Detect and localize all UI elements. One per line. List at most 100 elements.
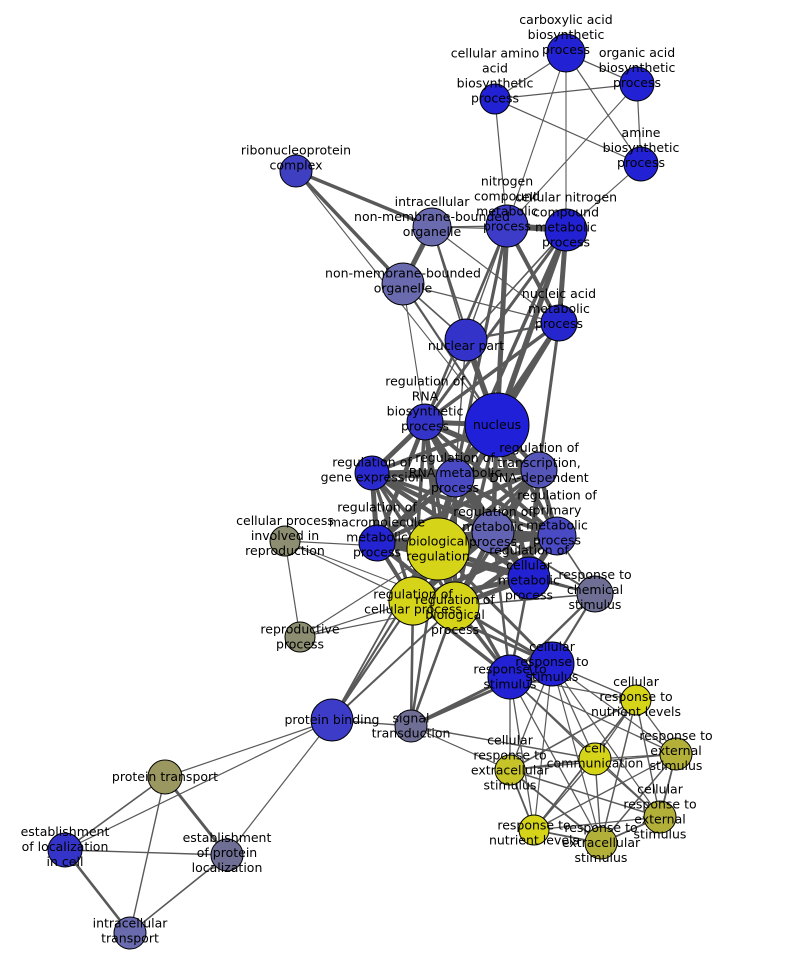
graph-node-protein_transport[interactable] [147, 759, 183, 795]
graph-edge [533, 816, 661, 831]
graph-node-ribonucleoprotein_complex[interactable] [279, 154, 313, 188]
graph-node-label-intracellular_transport: intracellular transport [93, 915, 169, 945]
graph-edge [506, 83, 638, 227]
graph-edge [331, 605, 456, 721]
graph-edge [371, 470, 494, 535]
graph-edge [600, 753, 677, 844]
graph-node-regulation_primary_metabolic[interactable] [537, 516, 577, 556]
graph-node-cellular_response_stimulus[interactable] [529, 641, 575, 687]
graph-edge [533, 753, 677, 831]
graph-node-label-regulation_gene_expression: regulation of gene expression [321, 454, 424, 484]
graph-node-label-response_nutrient_levels: response to nutrient levels [489, 817, 579, 847]
graph-edge [454, 339, 467, 479]
graph-node-regulation_rna_biosynthetic[interactable] [406, 403, 444, 441]
graph-node-regulation_biological_process[interactable] [430, 581, 480, 631]
graph-edge [465, 229, 567, 341]
graph-node-signal_transduction[interactable] [394, 709, 428, 743]
graph-node-label-nuclear_part: nuclear part [428, 338, 504, 353]
graph-node-label-cellular_amino_acid_bio: cellular amino acid biosynthetic process [451, 45, 540, 105]
graph-node-nitrogen_compound_metabolic[interactable] [485, 204, 529, 248]
graph-node-establishment_protein_localization[interactable] [210, 838, 244, 872]
graph-edge [402, 283, 426, 423]
graph-node-reproductive_process[interactable] [284, 621, 316, 653]
graph-node-label-regulation_metabolic_process: regulation of metabolic process [453, 504, 533, 549]
graph-node-label-establishment_protein_localization: establishment of protein localization [183, 830, 272, 875]
graph-edge [494, 83, 638, 100]
graph-node-response_extracellular_stimulus[interactable] [584, 826, 618, 860]
graph-edge [129, 854, 228, 934]
graph-node-regulation_cellular_metabolic[interactable] [507, 556, 551, 600]
graph-edge [494, 225, 510, 426]
graph-node-biological_regulation[interactable] [406, 517, 470, 581]
graph-node-label-nitrogen_compound_metabolic: nitrogen compound metabolic process [474, 173, 540, 233]
graph-edge [164, 719, 333, 778]
graph-node-response_chemical_stimulus[interactable] [576, 575, 614, 613]
graph-node-nucleic_acid_metabolic[interactable] [540, 304, 578, 342]
graph-node-regulation_gene_expression[interactable] [354, 455, 390, 491]
graph-node-cellular_amino_acid_bio[interactable] [479, 83, 511, 115]
graph-node-nuclear_part[interactable] [444, 318, 488, 362]
graph-node-label-amine_bio: amine biosynthetic process [603, 125, 680, 170]
graph-node-label-regulation_macromolecule_metabolic: regulation of macromolecule metabolic proce… [329, 499, 425, 559]
graph-node-nucleus[interactable] [464, 392, 530, 458]
graph-node-response_external_stimulus[interactable] [659, 737, 693, 771]
graph-node-label-cellular_response_nutrient_levels: cellular response to nutrient levels [591, 674, 681, 719]
graph-node-label-reproductive_process: reproductive process [260, 621, 340, 651]
graph-node-label-regulation_rna_biosynthetic: regulation of RNA biosynthetic process [385, 373, 465, 433]
graph-node-cellular_response_extracellular[interactable] [494, 754, 526, 786]
graph-node-cellular_response_nutrient_levels[interactable] [620, 684, 652, 716]
graph-node-amine_bio[interactable] [623, 146, 659, 182]
graph-node-regulation_metabolic_process[interactable] [471, 510, 515, 554]
graph-node-label-regulation_primary_metabolic: regulation of primary metabolic process [517, 487, 597, 547]
graph-edge [509, 769, 661, 818]
graph-node-label-intracellular_non_membrane: intracellular non-membrane-bounded organel… [354, 194, 510, 239]
graph-node-carboxylic_acid_bio[interactable] [546, 33, 586, 73]
graph-node-label-response_extracellular_stimulus: response to extracellular stimulus [562, 820, 641, 865]
graph-node-label-nucleic_acid_metabolic: nucleic acid metabolic process [522, 286, 596, 331]
graph-edge [376, 467, 540, 546]
graph-node-cell_communication[interactable] [578, 742, 612, 776]
graph-edge [64, 776, 166, 851]
graph-edge [551, 663, 602, 844]
graph-node-response_nutrient_levels[interactable] [518, 814, 550, 846]
graph-node-regulation_transcription_dna_dep[interactable] [520, 451, 558, 489]
graph-node-label-cellular_nitrogen_compound_metabolic: cellular nitrogen compound metabolic proces… [515, 189, 617, 249]
graph-node-label-organic_acid_bio: organic acid biosynthetic process [599, 45, 676, 90]
graph-edge [453, 476, 559, 538]
graph-node-label-regulation_cellular_process: regulation of cellular process [364, 586, 462, 616]
graph-node-cellular_nitrogen_compound_metabolic[interactable] [544, 208, 588, 252]
nodes-layer[interactable] [47, 33, 693, 950]
graph-node-intracellular_non_membrane[interactable] [412, 207, 452, 247]
graph-node-label-nucleus: nucleus [473, 417, 521, 432]
graph-node-intracellular_transport[interactable] [113, 916, 147, 950]
graph-node-label-cell_communication: cell communication [547, 740, 644, 770]
graph-edge [509, 676, 535, 831]
graph-node-regulation_rna_metabolic[interactable] [435, 458, 475, 498]
graph-edge [509, 769, 602, 844]
graph-edge [331, 548, 439, 721]
graph-edge [635, 699, 661, 818]
graph-node-cellular_response_external[interactable] [643, 800, 677, 834]
graph-edge [294, 169, 405, 286]
graph-node-establishment_localization_in_cell[interactable] [47, 832, 83, 868]
graph-node-label-regulation_transcription_dna_dep: regulation of transcription, DNA-dependent [489, 440, 588, 485]
graph-edge [533, 663, 553, 831]
graph-node-label-response_chemical_stimulus: response to chemical stimulus [558, 567, 631, 612]
graph-node-label-response_external_stimulus: response to external stimulus [639, 728, 712, 773]
graph-edge [537, 322, 561, 471]
graph-node-cellular_process_involved_reproduction[interactable] [269, 525, 301, 557]
graph-node-label-ribonucleoprotein_complex: ribonucleoprotein complex [241, 142, 351, 172]
graph-node-label-carboxylic_acid_bio: carboxylic acid biosynthetic process [519, 12, 612, 57]
graph-node-organic_acid_bio[interactable] [619, 66, 655, 102]
graph-edge [509, 676, 677, 755]
graph-edge [491, 531, 512, 678]
graph-node-regulation_macromolecule_metabolic[interactable] [358, 524, 396, 562]
graph-node-label-signal_transduction: signal transduction [372, 710, 451, 740]
graph-node-protein_binding[interactable] [310, 698, 354, 742]
graph-edge [402, 283, 560, 324]
graph-node-response_stimulus[interactable] [487, 654, 533, 700]
graph-node-non_membrane_bounded_organelle[interactable] [381, 262, 425, 306]
graph-node-label-establishment_localization_in_cell: establishment of localization in cell [21, 824, 110, 869]
